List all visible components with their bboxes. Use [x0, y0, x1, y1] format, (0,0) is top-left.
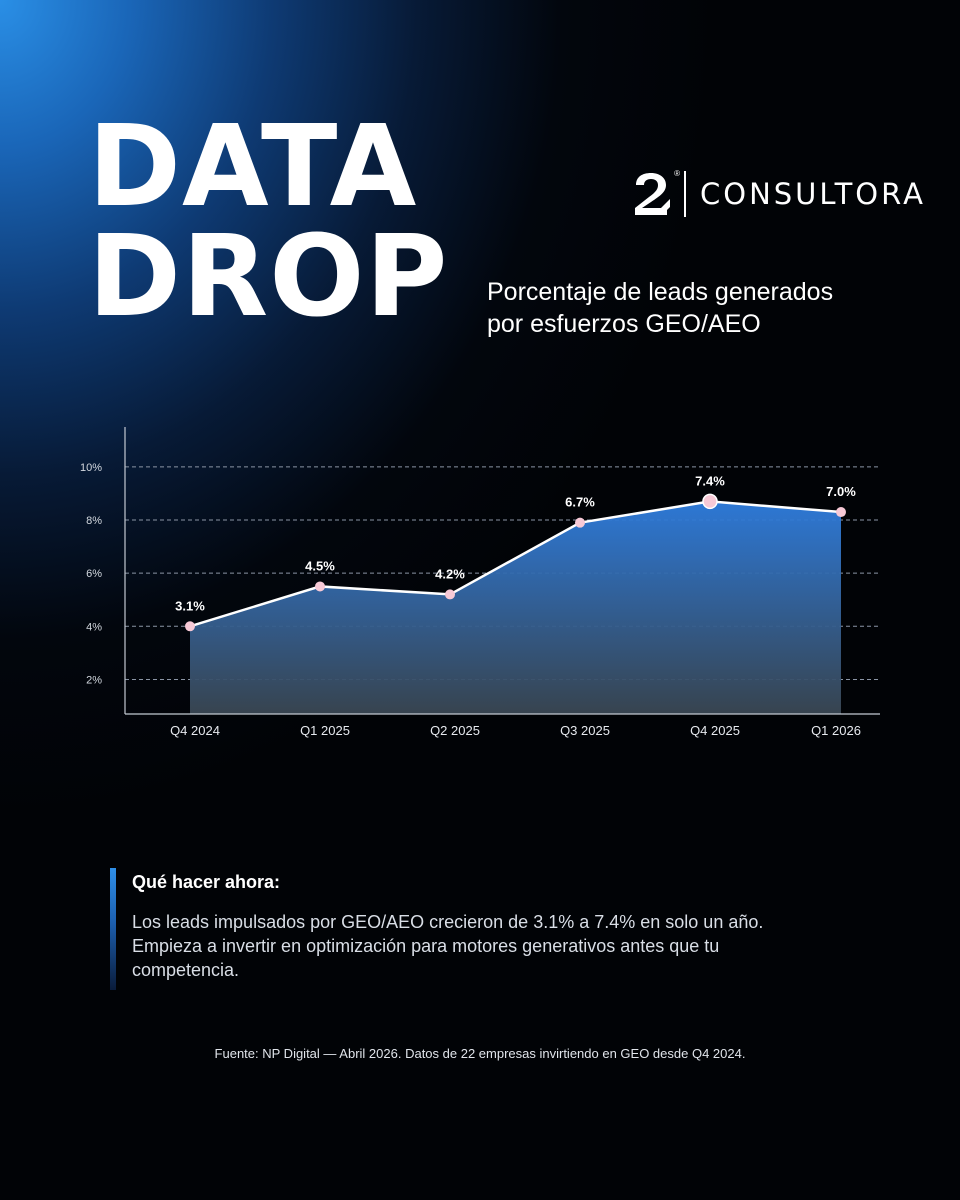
- action-callout: Qué hacer ahora: Los leads impulsados po…: [110, 868, 870, 990]
- y-tick-label: 10%: [80, 462, 102, 474]
- chart-subtitle: Porcentaje de leads generados por esfuer…: [487, 276, 927, 340]
- subtitle-line-1: Porcentaje de leads generados: [487, 278, 834, 306]
- data-label-3: 6.7%: [565, 495, 595, 510]
- data-label-2: 4.2%: [435, 566, 465, 581]
- callout-body-line-3: competencia.: [132, 960, 240, 980]
- x-tick-label-3: Q3 2025: [560, 723, 610, 738]
- y-tick-label: 4%: [86, 621, 102, 633]
- brand-logo: ® CONSULTORA: [632, 169, 926, 218]
- data-point-3: [575, 517, 585, 528]
- callout-body-line-1: Los leads impulsados por GEO/AEO crecier…: [132, 912, 764, 932]
- data-label-0: 3.1%: [175, 598, 205, 613]
- data-label-4: 7.4%: [695, 473, 725, 488]
- data-point-0: [185, 621, 195, 632]
- source-note: Fuente: NP Digital — Abril 2026. Datos d…: [214, 1046, 746, 1061]
- leads-area-chart: 2% 4% 6% 8% 10% 3.1% Q4 2024 4.5% Q1 2025 4.2% Q2…: [80, 427, 880, 738]
- data-label-1: 4.5%: [305, 558, 335, 573]
- headline-line-1: DATA: [88, 102, 418, 232]
- brand-mark-icon: ®: [632, 169, 680, 217]
- marks-layer: 3.1% Q4 2024 4.5% Q1 2025 4.2% Q2 2025 6.7% Q3 …: [170, 473, 861, 738]
- data-point-1: [315, 581, 325, 592]
- data-label-5: 7.0%: [826, 484, 856, 499]
- callout-title: Qué hacer ahora:: [132, 872, 281, 892]
- logo-divider: [684, 171, 686, 217]
- headline-line-2: DROP: [88, 212, 449, 342]
- x-tick-label-1: Q1 2025: [300, 723, 350, 738]
- data-point-4: [702, 493, 718, 510]
- y-tick-label: 8%: [86, 515, 102, 527]
- callout-body: Los leads impulsados por GEO/AEO crecier…: [132, 910, 862, 982]
- subtitle-line-2: por esfuerzos GEO/AEO: [487, 310, 761, 338]
- x-tick-label-4: Q4 2025: [690, 723, 740, 738]
- callout-accent-bar: [110, 868, 116, 990]
- x-tick-label-5: Q1 2026: [811, 723, 861, 738]
- series-line: [189, 500, 842, 628]
- y-tick-label: 2%: [86, 674, 102, 686]
- data-point-5: [836, 507, 846, 518]
- grid-layer: 2% 4% 6% 8% 10%: [80, 462, 880, 686]
- y-tick-label: 6%: [86, 568, 102, 580]
- callout-body-line-2: Empieza a invertir en optimización para …: [132, 936, 720, 956]
- registered-mark: ®: [674, 169, 680, 178]
- data-point-2: [445, 589, 455, 600]
- x-tick-label-0: Q4 2024: [170, 723, 220, 738]
- brand-name: CONSULTORA: [700, 177, 926, 211]
- headline: DATA DROP: [88, 102, 449, 342]
- x-tick-label-2: Q2 2025: [430, 723, 480, 738]
- area-fill: [190, 501, 841, 714]
